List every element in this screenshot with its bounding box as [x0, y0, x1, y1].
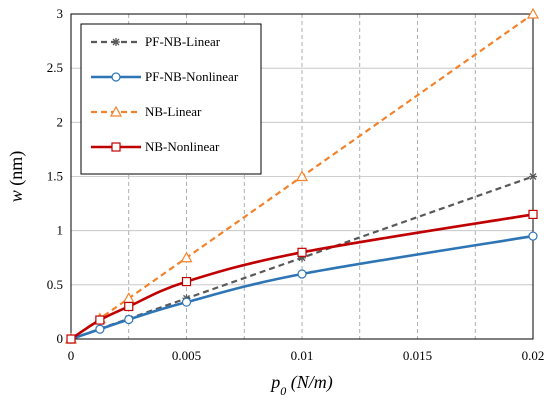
data-point-marker [298, 253, 306, 262]
y-tick-label: 0 [57, 331, 64, 346]
data-point-marker [297, 269, 307, 279]
data-point-marker [66, 334, 76, 344]
legend-label: PF-NB-Linear [145, 34, 221, 49]
data-point-marker [295, 170, 309, 182]
data-point-marker [111, 72, 121, 82]
tick-labels: 0 0.5 1 1.5 2 2.5 3 0 0.005 0.01 0.015 0.02 [47, 6, 545, 363]
data-point-marker [124, 301, 134, 312]
y-axis-title: w (nm) [6, 151, 27, 203]
series-nb-nonlinear [66, 209, 538, 344]
legend-entry: NB-Nonlinear [91, 139, 220, 154]
y-tick-label: 2 [57, 114, 64, 129]
data-point-marker [124, 314, 134, 325]
data-point-marker [181, 297, 192, 307]
x-tick-label: 0.02 [522, 348, 545, 363]
series-group [64, 7, 540, 344]
data-point-marker [95, 324, 105, 334]
data-point-marker [528, 209, 538, 220]
data-point-marker [111, 142, 121, 152]
data-point-marker [95, 315, 105, 325]
series-line [70, 13, 534, 340]
legend-entry: PF-NB-Nonlinear [91, 69, 239, 84]
legend-box [80, 23, 262, 175]
legend-entry: PF-NB-Linear [91, 34, 221, 49]
y-tick-label: 2.5 [47, 60, 63, 75]
data-point-marker [112, 38, 120, 46]
x-tick-label: 0.005 [172, 348, 201, 363]
data-point-marker [297, 247, 307, 257]
legend-entry: NB-Linear [91, 104, 202, 119]
y-tick-label: 0.5 [47, 277, 63, 292]
x-tick-label: 0.015 [403, 348, 432, 363]
data-point-marker [180, 251, 193, 263]
data-point-marker [526, 7, 540, 19]
data-point-marker [109, 105, 123, 117]
x-axis-title: p0 (N/m) [269, 372, 333, 398]
legend-label: NB-Linear [145, 104, 202, 119]
y-tick-label: 1.5 [47, 169, 63, 184]
data-point-marker [528, 231, 538, 241]
data-point-marker [529, 172, 537, 181]
x-tick-label: 0 [68, 348, 75, 363]
legend-label: PF-NB-Nonlinear [145, 69, 239, 84]
y-tick-label: 1 [57, 223, 64, 238]
y-tick-label: 3 [57, 6, 64, 21]
series-pf-nb-nonlinear [66, 231, 538, 344]
legend-label: NB-Nonlinear [145, 139, 220, 154]
x-tick-label: 0.01 [291, 348, 314, 363]
legend: PF-NB-Linear PF-NB-Nonlinear NB-Linear NB-N… [80, 23, 262, 175]
data-point-marker [181, 276, 192, 287]
